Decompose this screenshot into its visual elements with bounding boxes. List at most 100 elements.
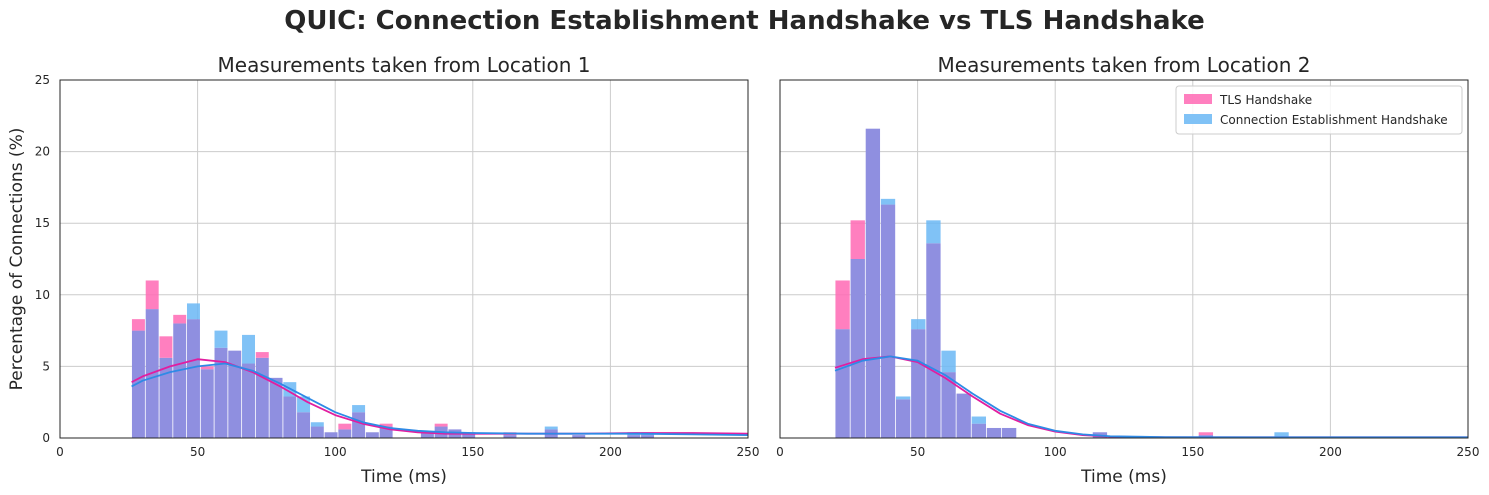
- overlap-bar: [159, 357, 173, 438]
- overlap-bar: [503, 435, 517, 438]
- bars: [131, 280, 833, 438]
- overlap-bar: [352, 412, 366, 438]
- legend-label: Connection Establishment Handshake: [1220, 113, 1448, 127]
- tls-bar: [434, 423, 448, 427]
- y-tick-label: 5: [42, 359, 50, 373]
- x-tick-label: 150: [461, 445, 484, 459]
- conn-bar: [214, 330, 228, 348]
- overlap-bar: [820, 427, 833, 438]
- axes-frame: [59, 79, 749, 439]
- tls-bar: [820, 424, 833, 427]
- y-tick-label: 15: [35, 216, 50, 230]
- x-tick-label: 50: [910, 445, 925, 459]
- overlap-bar: [941, 372, 956, 438]
- overlap-bar: [986, 427, 1002, 438]
- overlap-bar: [850, 259, 865, 438]
- conn-bar: [242, 334, 255, 364]
- legend: TLS Handshake Connection Establishment Ha…: [1175, 85, 1463, 135]
- overlap-bar: [895, 399, 911, 438]
- overlap-bar: [926, 243, 941, 438]
- overlap-bar: [173, 323, 187, 438]
- y-tick-label: 25: [35, 73, 50, 87]
- overlap-bar: [641, 435, 655, 438]
- x-axis-label: Time (ms): [1080, 467, 1167, 487]
- overlap-bar: [379, 426, 393, 438]
- overlap-bar: [865, 128, 881, 438]
- x-tick-label: 200: [599, 445, 622, 459]
- overlap-bar: [835, 329, 850, 438]
- x-tick-label: 0: [776, 445, 784, 459]
- tls-bar: [145, 280, 159, 310]
- overlap-bar: [911, 329, 926, 438]
- overlap-bar: [880, 204, 896, 438]
- tls-bar: [338, 423, 352, 430]
- overlap-bar: [242, 363, 255, 438]
- panel-title: Measurements taken from Location 2: [938, 53, 1311, 77]
- bars: [835, 128, 1289, 438]
- overlap-bar: [255, 357, 269, 438]
- overlap-bar: [131, 330, 145, 438]
- conn-bar: [352, 405, 366, 413]
- tls-bar: [379, 423, 393, 427]
- tls-bar: [765, 424, 778, 430]
- overlap-bar: [200, 369, 214, 438]
- overlap-bar: [462, 432, 476, 438]
- overlap-bar: [627, 435, 641, 438]
- conn-bar: [310, 422, 324, 427]
- conn-bar: [895, 396, 911, 400]
- overlap-bar: [971, 423, 986, 438]
- y-tick-label: 0: [42, 431, 50, 445]
- axes-frame: [779, 79, 1469, 439]
- conn-bar: [926, 220, 941, 244]
- tls-bar: [159, 336, 173, 358]
- conn-kde-line: [131, 362, 748, 436]
- overlap-bar: [310, 426, 324, 438]
- panel-title: Measurements taken from Location 1: [218, 53, 591, 77]
- x-tick-label: 0: [56, 445, 64, 459]
- x-tick-label: 250: [737, 445, 760, 459]
- overlap-bar: [751, 429, 764, 438]
- overlap-bar: [186, 319, 200, 438]
- tls-bar: [200, 366, 214, 370]
- panel-1: 0 50 100 150 200 250 0 5 10 15 20 25 Measurements ta…: [7, 53, 833, 487]
- tls-bar: [806, 427, 819, 433]
- overlap-bar: [420, 432, 434, 438]
- conn-bar: [880, 198, 896, 205]
- overlap-bar: [956, 393, 971, 438]
- overlap-bar: [297, 412, 311, 438]
- panel-2: 0 50 100 150 200 250 Measurements taken from L…: [776, 53, 1479, 487]
- tls-bar: [173, 314, 187, 324]
- overlap-bar: [765, 429, 778, 438]
- tls-bar: [131, 319, 145, 331]
- legend-box: [1175, 85, 1463, 135]
- legend-swatch-tls: [1184, 94, 1212, 104]
- overlap-bar: [228, 350, 242, 438]
- conn-bar: [186, 303, 200, 320]
- overlap-bar: [214, 347, 228, 438]
- overlap-bar: [365, 432, 379, 438]
- y-axis-label: Percentage of Connections (%): [7, 128, 27, 391]
- overlap-bar: [792, 429, 805, 438]
- x-tick-label: 250: [1457, 445, 1480, 459]
- conn-bar: [751, 427, 764, 430]
- tls-bar: [850, 220, 865, 259]
- overlap-bar: [269, 377, 283, 438]
- overlap-bar: [338, 429, 352, 438]
- conn-bar: [544, 426, 558, 430]
- y-tick-label: 10: [35, 288, 50, 302]
- conn-bar: [941, 350, 956, 373]
- legend-swatch-conn: [1184, 114, 1212, 124]
- y-tick-label: 20: [35, 145, 50, 159]
- x-tick-label: 100: [1044, 445, 1067, 459]
- tls-bar: [835, 280, 850, 330]
- overlap-bar: [1001, 427, 1017, 438]
- x-tick-label: 200: [1319, 445, 1342, 459]
- conn-bar: [911, 319, 926, 330]
- overlap-bar: [806, 432, 819, 438]
- conn-bar: [297, 396, 311, 413]
- conn-bar: [1274, 432, 1289, 438]
- conn-bar: [971, 416, 986, 424]
- tls-bar: [1198, 432, 1214, 436]
- overlap-bar: [324, 432, 338, 438]
